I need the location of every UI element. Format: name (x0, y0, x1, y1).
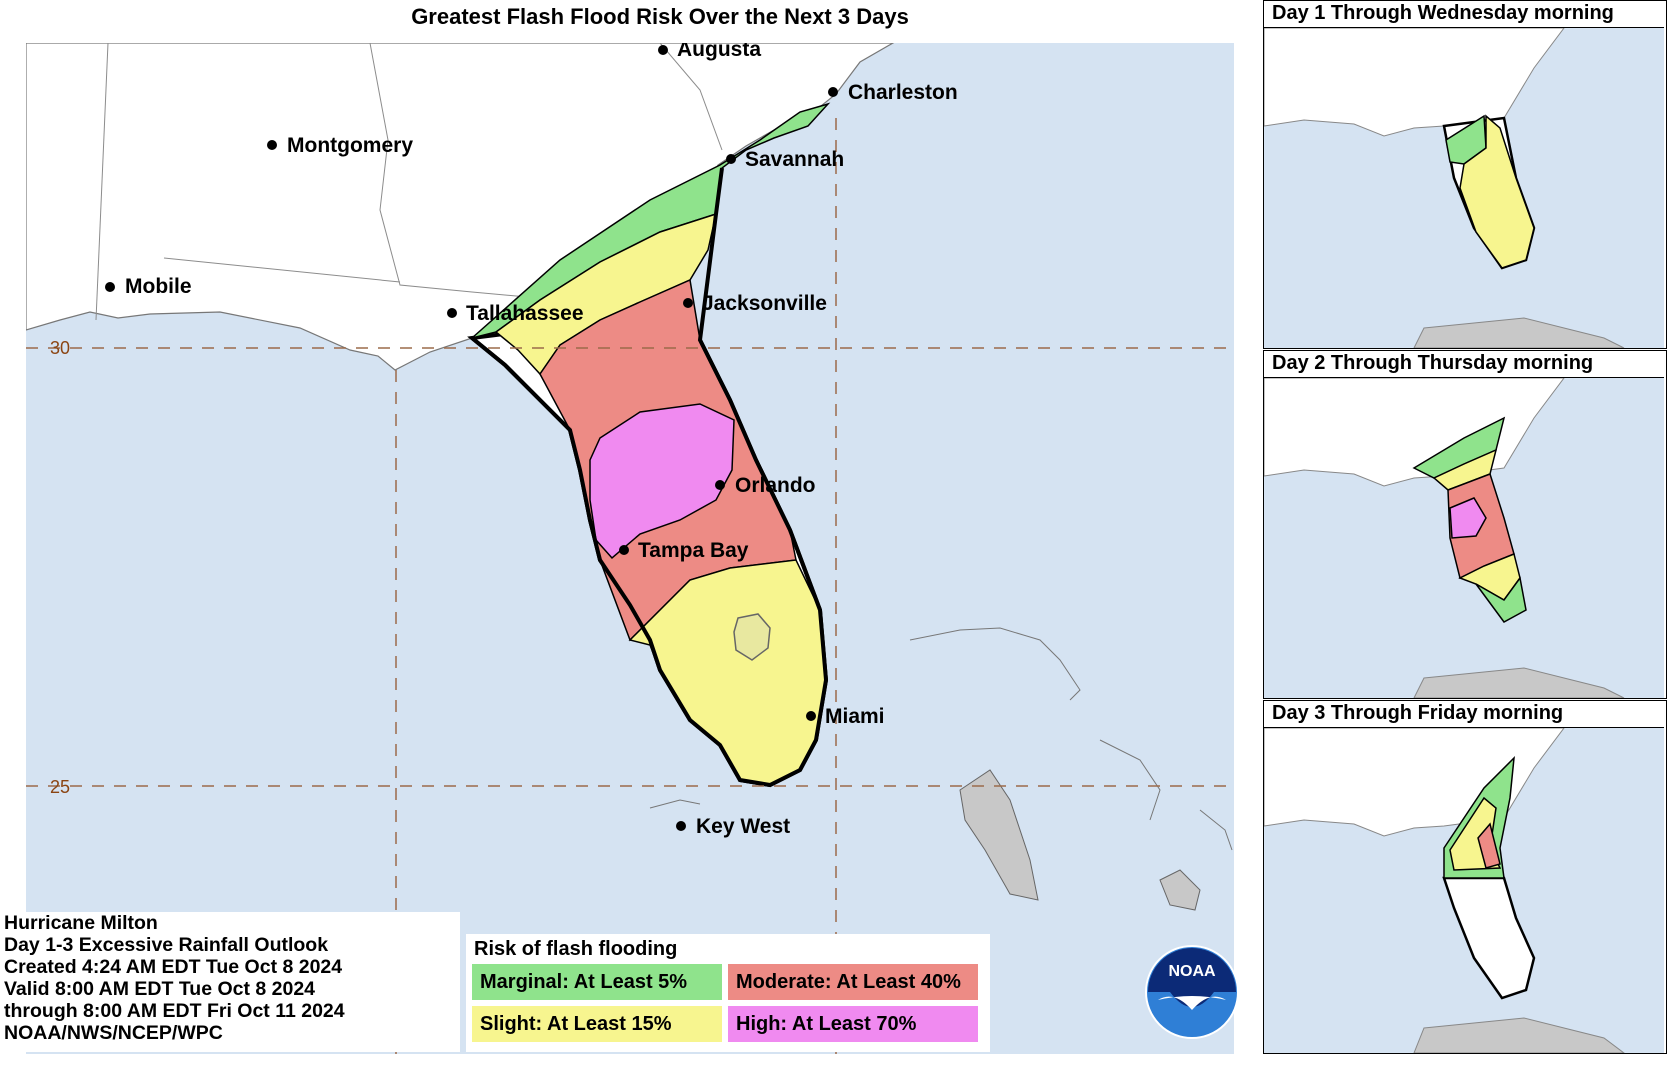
city-orlando: Orlando (735, 474, 816, 497)
info-line: Day 1-3 Excessive Rainfall Outlook (4, 934, 329, 956)
city-savannah: Savannah (745, 148, 844, 171)
day2-panel-title: Day 2 Through Thursday morning (1272, 352, 1594, 374)
info-line: through 8:00 AM EDT Fri Oct 11 2024 (4, 1000, 345, 1022)
city-charleston: Charleston (848, 81, 958, 104)
city-markers (105, 45, 838, 831)
map-title: Greatest Flash Flood Risk Over the Next … (411, 4, 909, 29)
legend-high: High: At Least 70% (728, 1006, 978, 1042)
lat-25-label: 25 (50, 777, 70, 797)
day2-panel: Day 2 Through Thursday morning (1263, 350, 1667, 699)
legend-slight: Slight: At Least 15% (472, 1006, 722, 1042)
legend-marginal: Marginal: At Least 5% (472, 964, 722, 1000)
day3-panel-title: Day 3 Through Friday morning (1272, 702, 1564, 724)
lat-30-label: 30 (50, 338, 70, 358)
day2-map (1264, 377, 1664, 698)
city-augusta: Augusta (677, 43, 761, 61)
city-montgomery: Montgomery (287, 134, 413, 157)
city-jacksonville: Jacksonville (702, 292, 827, 315)
day3-map (1264, 727, 1664, 1053)
info-line: Valid 8:00 AM EDT Tue Oct 8 2024 (4, 978, 316, 1000)
city-tallahassee: Tallahassee (466, 302, 584, 325)
bahamas-cuba (959, 769, 1201, 911)
day1-panel-title: Day 1 Through Wednesday morning (1272, 2, 1614, 24)
info-line: Hurricane Milton (4, 912, 158, 934)
noaa-logo-text: NOAA (1168, 963, 1216, 980)
main-map: 30 25 Augusta Charleston Montgomery Sava… (26, 43, 1234, 1054)
legend-title: Risk of flash flooding (474, 938, 678, 960)
info-box: Hurricane Milton Day 1-3 Excessive Rainf… (4, 912, 460, 1052)
day1-panel: Day 1 Through Wednesday morning (1263, 0, 1667, 349)
city-mobile: Mobile (125, 275, 192, 298)
lake-okeechobee (733, 613, 771, 661)
grid-lines (26, 118, 1234, 1054)
day3-panel: Day 3 Through Friday morning (1263, 700, 1667, 1054)
legend-moderate: Moderate: At Least 40% (728, 964, 978, 1000)
city-tampa-bay: Tampa Bay (638, 539, 749, 562)
info-line: NOAA/NWS/NCEP/WPC (4, 1022, 223, 1044)
city-miami: Miami (825, 705, 885, 728)
legend: Risk of flash flooding Marginal: At Leas… (466, 934, 990, 1052)
risk-high (589, 403, 735, 560)
day1-map (1264, 27, 1664, 348)
city-key-west: Key West (696, 815, 790, 838)
info-line: Created 4:24 AM EDT Tue Oct 8 2024 (4, 956, 343, 978)
island-outlines (649, 627, 1233, 851)
noaa-logo: NOAA (1145, 945, 1239, 1039)
